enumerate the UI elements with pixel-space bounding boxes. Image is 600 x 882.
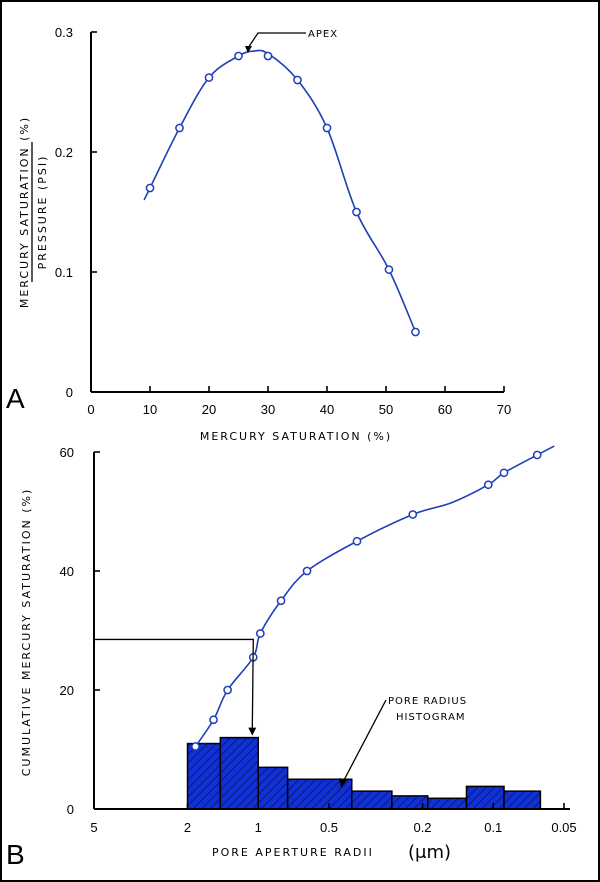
panel-b-x-tick-label: 5 [90, 820, 97, 835]
histogram-bar [351, 790, 393, 810]
panel-a-curve [143, 49, 417, 333]
panel-a-y-tick-label: 0.1 [55, 265, 73, 280]
panel-b-label: B [6, 839, 25, 870]
panel-b-data-point [483, 480, 493, 490]
panel-a-x-tick-label: 0 [87, 402, 94, 417]
histogram-bar [219, 736, 260, 810]
histogram-arrowhead [339, 778, 347, 788]
apex-guide-line [94, 638, 254, 732]
panel-a-y-label-numerator: MERCURY SATURATION (%) [18, 116, 31, 308]
panel-b-x-tick-label: 0.05 [551, 820, 576, 835]
panel-b-data-point [302, 566, 312, 576]
panel-b-curve [194, 445, 555, 747]
histogram-bar [427, 797, 468, 810]
apex-arrowhead [245, 46, 252, 53]
panel-a-data-point [322, 123, 332, 133]
apex-leader [247, 32, 306, 49]
histogram-bar [503, 790, 542, 810]
panel-b-data-point [276, 596, 286, 606]
panel-b-x-tick-label: 0.2 [413, 820, 431, 835]
panel-b-y-tick-label: 60 [60, 445, 74, 460]
histogram-bar [257, 766, 289, 810]
panel-b-x-tick-label: 0.1 [484, 820, 502, 835]
panel-a-data-point [204, 73, 214, 82]
panel-b-x-tick-label: 0.5 [320, 820, 338, 835]
histogram-label-line-1: PORE RADIUS [388, 696, 467, 707]
panel-a-data-point [234, 51, 243, 61]
panel-a-x-tick-label: 30 [261, 402, 275, 417]
panel-a-data-point [384, 265, 394, 274]
panel-a-y-tick-label: 0.3 [55, 25, 73, 40]
panel-b-x-axis-unit: (μm) [408, 842, 451, 863]
panel-a-data-point [411, 327, 420, 337]
panel-a-data-point [352, 207, 361, 217]
panel-b-y-axis-label: CUMULATIVE MERCURY SATURATION (%) [20, 488, 33, 777]
panel-b-y-tick-label: 0 [67, 802, 74, 817]
panel-a-x-tick-label: 40 [320, 402, 334, 417]
panel-b-x-tick-label: 2 [184, 820, 191, 835]
histogram-label-line-2: HISTOGRAM [396, 712, 466, 723]
panel-a-label: A [6, 383, 25, 414]
panel-a: 0 10 20 30 40 50 60 70 0 0.1 0.2 0.3 APEX MERCURY S… [6, 25, 511, 443]
panel-b-x-tick-label: 1 [255, 820, 262, 835]
panel-b-data-point [499, 468, 509, 478]
panel-b-y-tick-label: 40 [60, 564, 74, 579]
panel-a-x-tick-label: 70 [497, 402, 511, 417]
panel-b-y-tick-label: 20 [60, 683, 74, 698]
apex-guide-arrowhead [248, 727, 257, 736]
panel-a-x-tick-label: 20 [202, 402, 216, 417]
panel-b-x-axis-label: PORE APERTURE RADII [212, 846, 374, 859]
histogram-bar [186, 742, 222, 810]
panel-a-data-point [175, 123, 184, 133]
panel-a-data-point [145, 183, 155, 193]
panel-b-data-point [255, 629, 265, 638]
panel-b-data-point [532, 450, 542, 460]
panel-a-x-tick-label: 10 [143, 402, 157, 417]
histogram-bar [465, 785, 505, 810]
panel-b: 5 2 1 0.5 0.2 0.1 0.05 0 20 40 60 PORE RADIUS HIST… [6, 445, 577, 870]
panel-b-data-point [223, 685, 232, 695]
panel-a-data-point [263, 51, 273, 61]
panel-a-x-tick-label: 50 [379, 402, 393, 417]
panel-b-data-point [191, 742, 200, 751]
panel-b-data-point [209, 715, 218, 725]
panel-b-data-point [408, 510, 418, 519]
panel-a-x-axis-label: MERCURY SATURATION (%) [200, 430, 392, 443]
panel-b-data-point [352, 536, 362, 546]
panel-a-data-point [293, 75, 302, 85]
panel-a-x-tick-label: 60 [438, 402, 452, 417]
histogram-leader [342, 699, 387, 783]
panel-a-y-tick-label: 0 [66, 385, 73, 400]
panel-a-y-label-denominator: PRESSURE (PSI) [36, 155, 49, 270]
apex-label: APEX [308, 29, 338, 40]
panel-a-y-tick-label: 0.2 [55, 145, 73, 160]
